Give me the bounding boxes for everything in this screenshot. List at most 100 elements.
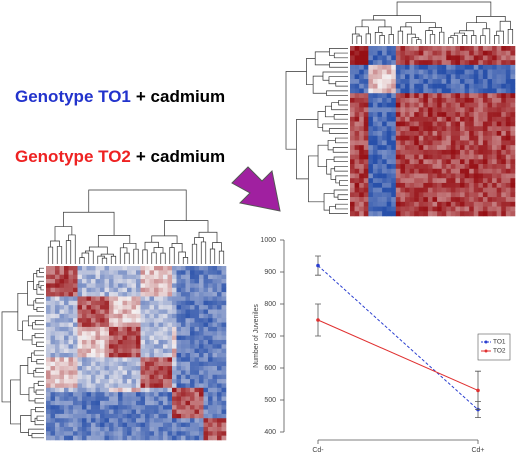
heatmap-cell [395,102,401,108]
heatmap-cell [109,374,114,380]
heatmap-cell [154,331,159,336]
heatmap-cell [59,309,65,315]
heatmap-cell [122,313,128,319]
heatmap-cell [77,413,83,419]
heatmap-cell [377,211,383,217]
heatmap-cell [136,361,141,367]
heatmap-cell [46,318,51,323]
heatmap-cell [199,387,204,393]
heatmap-cell [395,126,401,132]
heatmap-cell [82,374,87,380]
heatmap-cell [91,322,96,328]
dendrogram-branch [38,280,44,289]
heatmap-cell [140,353,146,358]
legend-label: TO2 [493,348,506,355]
heatmap-cell [469,116,475,122]
heatmap-cell [86,296,92,302]
heatmap-cell [50,292,56,297]
heatmap-cell [149,426,155,432]
heatmap-cell [64,279,69,284]
heatmap-cell [441,178,447,184]
heatmap-cell [127,409,132,415]
dendrogram [285,48,348,214]
heatmap-cell [432,173,438,179]
heatmap-cell [208,339,213,345]
heatmap-cell [95,279,101,284]
heatmap-cell [100,305,105,310]
heatmap-cell [482,121,488,127]
heatmap-cell [136,348,141,354]
heatmap-cell [203,305,209,310]
dendrogram-branch [97,255,105,264]
heatmap-cell [163,374,168,380]
heatmap-cell [395,55,401,61]
heatmap-cell [395,46,401,52]
heatmap-cell [400,159,406,165]
heatmap-cell [492,145,497,151]
heatmap-cell [423,102,429,108]
heatmap-cell [510,126,516,132]
heatmap-cell [149,374,155,380]
heatmap-cell [176,331,182,336]
heatmap-cell [505,187,511,193]
heatmap-cell [127,279,132,284]
heatmap-cell [427,131,433,137]
heatmap-cell [492,173,497,179]
heatmap-cell [91,292,96,297]
dendrogram-branch [379,35,385,44]
heatmap-cell [391,135,397,141]
heatmap-cell [127,292,132,297]
heatmap-cell [55,353,60,358]
heatmap-cell [140,361,146,367]
heatmap-cell [217,405,222,410]
heatmap-cell [167,422,173,428]
heatmap-cell [55,387,60,393]
heatmap-cell [82,296,87,302]
heatmap-cell [482,60,488,66]
heatmap-cell [194,309,200,315]
heatmap-cell [382,50,387,56]
heatmap-cell [482,211,488,217]
treatment: + cadmium [136,87,225,106]
heatmap-cell [64,292,69,297]
heatmap-cell [464,201,470,207]
heatmap-cell [391,83,397,89]
heatmap-cell [158,266,164,271]
heatmap-cell [199,426,204,432]
heatmap-cell [372,197,378,203]
heatmap-cell [167,396,173,402]
dendrogram-branch [36,341,44,347]
heatmap-cell [163,366,168,371]
heatmap-cell [158,326,164,332]
treatment: + cadmium [136,147,225,166]
heatmap-cell [372,187,378,193]
heatmap-cell [113,331,119,336]
heatmap-cell [510,173,516,179]
heatmap-cell [158,409,164,415]
heatmap-cell [501,131,507,137]
heatmap-cell [354,173,360,179]
heatmap-cell [363,126,369,132]
heatmap-cell [455,211,461,217]
heatmap-cell [487,131,493,137]
heatmap-cell [118,309,123,315]
heatmap-cell [414,149,420,155]
heatmap-cell [382,164,387,170]
heatmap-cell [163,309,168,315]
heatmap-cell [127,370,132,376]
heatmap-cell [118,374,123,380]
heatmap-cell [64,300,69,306]
heatmap-cell [50,283,56,289]
dendrogram-branch [144,241,159,250]
heatmap-cell [386,121,392,127]
heatmap-cell [100,331,105,336]
heatmap-cell [372,50,378,56]
heatmap-cell [136,435,141,441]
heatmap-cell [145,322,150,328]
dendrogram-branch [35,407,44,413]
heatmap-cell [464,46,470,52]
heatmap-cell [154,413,159,419]
heatmap-cell [104,383,110,389]
dendrogram-branch [88,246,108,255]
heatmap-cell [217,296,222,302]
